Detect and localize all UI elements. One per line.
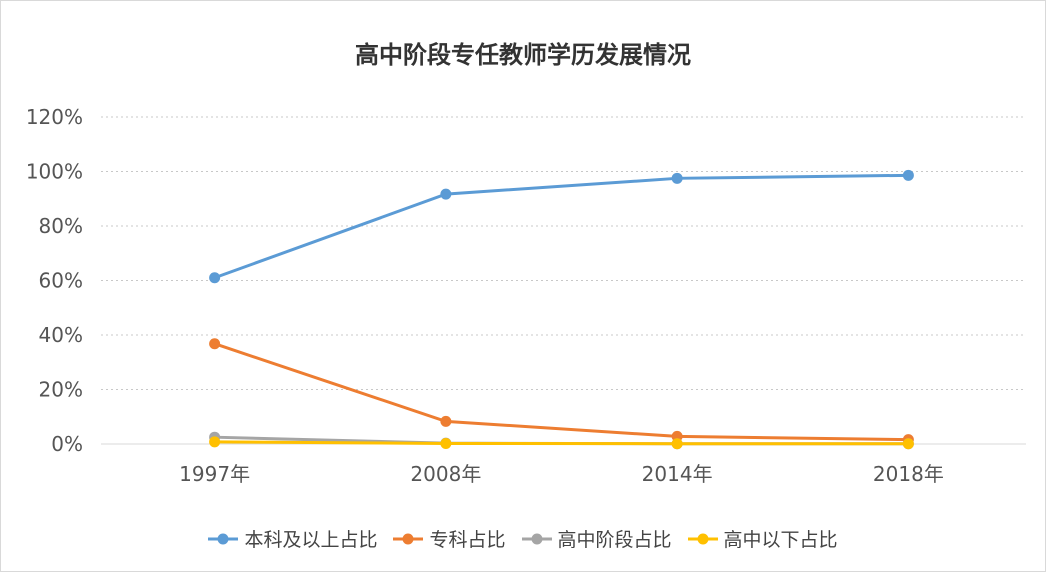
- data-point: [902, 169, 914, 181]
- data-point: [671, 438, 683, 450]
- legend-label: 专科占比: [429, 529, 506, 551]
- legend-marker: [208, 533, 239, 544]
- x-tick-label: 2018年: [873, 462, 944, 486]
- legend-label: 高中以下占比: [723, 529, 838, 551]
- legend-label: 本科及以上占比: [244, 529, 378, 551]
- y-tick-label: 60%: [39, 269, 83, 293]
- x-tick-label: 2014年: [642, 462, 713, 486]
- y-tick-label: 80%: [39, 214, 83, 238]
- legend-item: 本科及以上占比: [208, 525, 377, 552]
- x-tick-label: 2008年: [410, 462, 481, 486]
- chart-title: 高中阶段专任教师学历发展情况: [355, 41, 691, 69]
- legend-marker: [687, 533, 718, 544]
- legend-item: 高中阶段占比: [521, 525, 672, 552]
- legend: 本科及以上占比 专科占比 高中阶段占比 高中以下占比: [1, 525, 1045, 552]
- series-line-3: [214, 440, 909, 446]
- legend-marker: [393, 533, 424, 544]
- legend-item: 专科占比: [393, 525, 506, 552]
- data-point: [440, 188, 452, 200]
- data-point: [209, 436, 221, 448]
- data-point: [671, 172, 683, 184]
- y-tick-label: 20%: [39, 378, 83, 402]
- data-point: [440, 415, 452, 427]
- data-point: [209, 338, 221, 350]
- data-point: [902, 438, 914, 450]
- x-tick-label: 1997年: [179, 462, 250, 486]
- y-tick-label: 40%: [39, 323, 83, 347]
- legend-label: 高中阶段占比: [557, 529, 672, 551]
- y-tick-label: 0%: [51, 432, 83, 456]
- y-tick-label: 120%: [26, 105, 83, 129]
- legend-marker: [521, 533, 552, 544]
- data-point: [209, 272, 221, 284]
- legend-item: 高中以下占比: [687, 525, 838, 552]
- series-line-0: [214, 173, 909, 280]
- y-tick-label: 100%: [26, 160, 83, 184]
- series-line-1: [214, 342, 909, 442]
- data-point: [440, 437, 452, 449]
